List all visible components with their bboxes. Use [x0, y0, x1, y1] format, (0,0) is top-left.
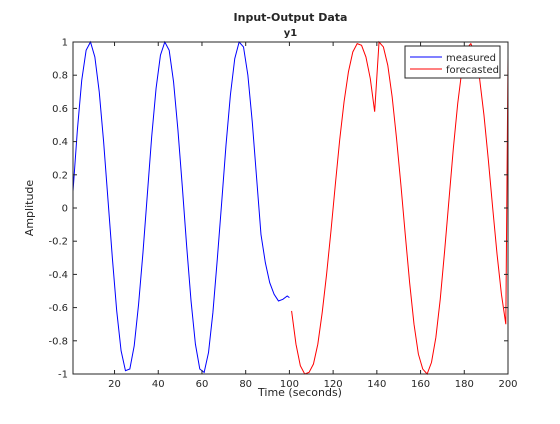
- chart-title: Input-Output Data: [234, 11, 348, 24]
- x-tick-label: 100: [280, 379, 299, 390]
- x-tick-label: 120: [324, 379, 343, 390]
- y-tick-label: 0.6: [52, 104, 68, 115]
- y-tick-label: 0.2: [52, 170, 68, 181]
- x-tick-label: 40: [152, 379, 165, 390]
- chart-subtitle: y1: [284, 28, 298, 39]
- y-tick-label: -0.4: [48, 270, 68, 281]
- y-tick-label: 0: [62, 204, 68, 215]
- x-tick-label: 200: [498, 379, 517, 390]
- x-tick-label: 160: [411, 379, 430, 390]
- series-line-measured: [72, 40, 290, 374]
- x-tick-label: 20: [108, 379, 121, 390]
- x-tick-label: 180: [455, 379, 474, 390]
- legend-box: [404, 45, 501, 79]
- x-tick-label: 140: [367, 379, 386, 390]
- legend-forecasted-label: forecasted: [446, 65, 499, 76]
- x-tick-label: 60: [196, 379, 209, 390]
- y-tick-label: 0.4: [52, 137, 68, 148]
- y-tick-label: 0.8: [52, 71, 68, 82]
- y-tick-label: -0.8: [48, 336, 68, 347]
- x-tick-label: 80: [239, 379, 252, 390]
- y-tick-label: -1: [58, 370, 68, 381]
- plot-background: [73, 42, 508, 374]
- legend: measured forecasted: [404, 45, 501, 79]
- y-ticks: -1 -0.8 -0.6 -0.4 -0.2 0 0.2 0.4 0.6 0.8 1: [48, 38, 508, 381]
- y-tick-label: 1: [62, 38, 68, 49]
- legend-measured-label: measured: [446, 53, 496, 64]
- x-ticks: 20 40 60 80 100 120 140 160 180 200: [108, 42, 518, 390]
- y-tick-label: -0.2: [48, 237, 68, 248]
- y-tick-label: -0.6: [48, 303, 68, 314]
- y-axis-label: Amplitude: [23, 180, 36, 237]
- x-axis-label: Time (seconds): [257, 386, 342, 399]
